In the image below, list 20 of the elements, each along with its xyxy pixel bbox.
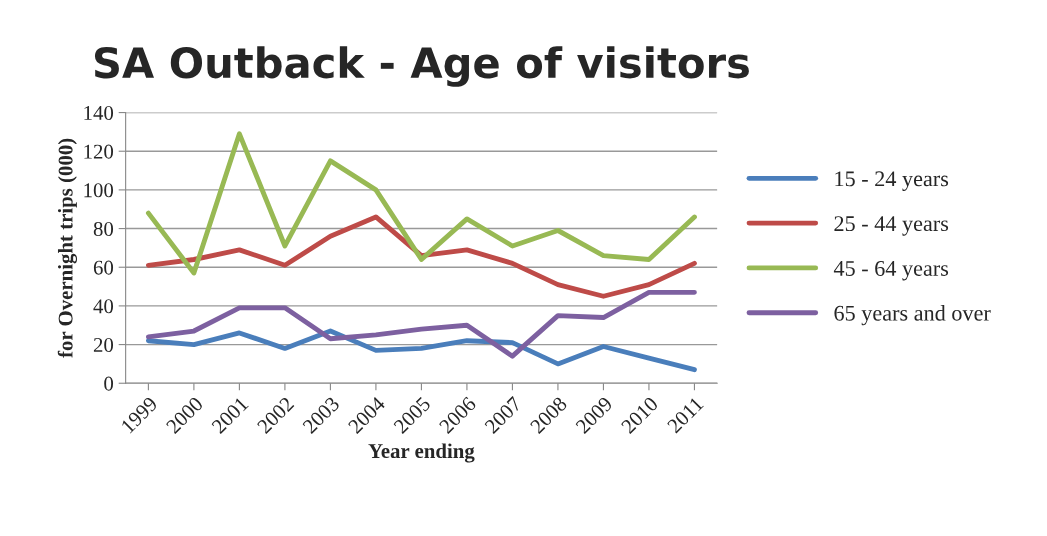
line-series [145,214,697,299]
y-tick-label: 120 [84,144,114,159]
legend-label: 15 - 24 years [835,171,949,191]
x-axis-title: Year ending [368,443,475,463]
x-tick-label: 2001 [211,396,249,435]
line-series [145,131,697,276]
legend-label: 45 - 64 years [833,260,949,281]
legend-label: 65 years and over [834,305,991,326]
chart-title: SA Outback - Age of visitors [94,46,749,87]
y-tick-label: 100 [84,183,114,198]
line-series [145,328,697,373]
y-tick-label: 20 [93,337,114,352]
y-axis-title: for Overnight trips (000) [57,138,78,358]
legend-label: 25 - 44 years [834,216,949,236]
line-series [145,289,697,359]
y-tick-label: 60 [93,260,114,275]
y-tick-label: 80 [93,221,114,236]
y-tick-label: 40 [93,299,114,314]
y-tick-label: 0 [104,376,114,391]
y-tick-label: 140 [84,105,114,120]
